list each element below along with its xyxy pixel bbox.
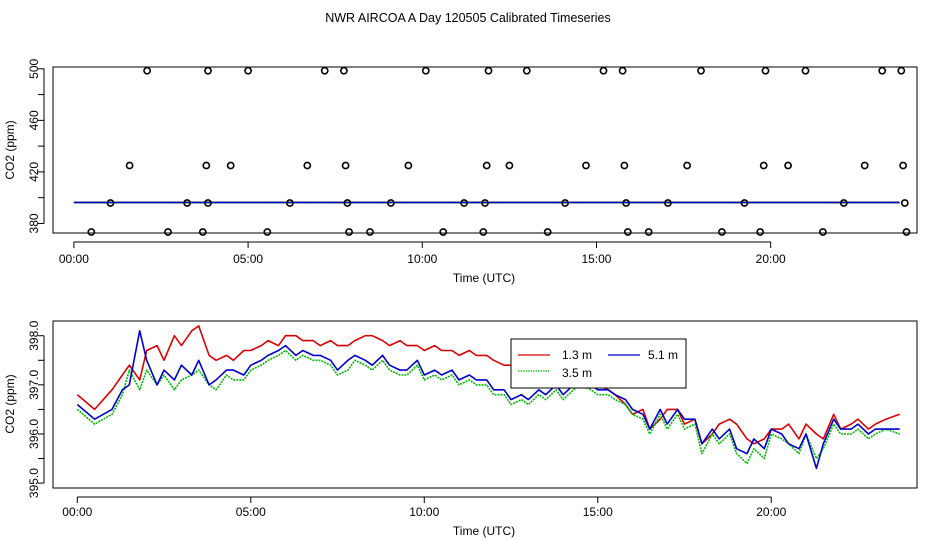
- data-point: [345, 228, 353, 236]
- x-tick-label: 00:00: [62, 505, 92, 519]
- y-axis: 380 420 460 500: [27, 58, 45, 233]
- legend: 1.3 m 5.1 m 3.5 m: [510, 338, 687, 389]
- data-point: [878, 66, 887, 75]
- data-point: [263, 228, 272, 236]
- x-tick-label: 10:00: [407, 252, 437, 266]
- data-point: [759, 161, 768, 170]
- data-point: [479, 228, 488, 236]
- data-point: [343, 199, 352, 207]
- x-axis: 00:00 05:00 10:00 15:00 20:00: [62, 496, 787, 519]
- legend-label-1-3m: 1.3 m: [562, 348, 592, 362]
- x-axis-label: Time (UTC): [453, 271, 515, 285]
- data-point: [341, 161, 350, 170]
- data-point: [784, 161, 792, 170]
- figure-title: NWR AIRCOA A Day 120505 Calibrated Times…: [325, 11, 611, 25]
- data-point: [244, 66, 252, 75]
- data-point: [366, 228, 374, 236]
- data-point: [599, 66, 608, 75]
- co2-tower-levels-plot: 00:00 05:00 10:00 15:00 20:00 395.0 396.0 397.…: [3, 320, 918, 538]
- x-tick-label: 15:00: [583, 505, 613, 519]
- data-point: [183, 199, 191, 207]
- series-line-5-1-m: [76, 330, 900, 470]
- data-point: [582, 161, 590, 170]
- legend-label-5-1m: 5.1 m: [648, 348, 678, 362]
- data-point: [339, 66, 348, 75]
- plot-frame: [52, 66, 918, 234]
- y-axis-label: CO2 (ppm): [3, 374, 17, 433]
- series-line-3-5-m: [76, 349, 900, 465]
- data-point: [481, 199, 489, 207]
- y-tick-label: 397.0: [27, 370, 41, 400]
- data-point: [87, 228, 96, 236]
- data-point: [740, 199, 749, 207]
- data-point: [421, 66, 430, 75]
- legend-label-3-5m: 3.5 m: [562, 366, 592, 380]
- data-point: [902, 228, 911, 236]
- data-point: [756, 228, 765, 236]
- y-tick-label: 396.0: [27, 419, 41, 449]
- y-tick-label: 398.0: [27, 320, 41, 350]
- data-point: [202, 161, 211, 170]
- data-point: [561, 199, 569, 207]
- x-axis-label: Time (UTC): [453, 524, 515, 538]
- x-tick-label: 20:00: [756, 252, 786, 266]
- data-point: [320, 66, 329, 75]
- data-point: [644, 228, 653, 236]
- legend-box: [510, 338, 687, 389]
- data-point: [897, 66, 906, 75]
- x-tick-label: 05:00: [233, 252, 263, 266]
- data-point: [623, 228, 632, 236]
- data-point: [683, 161, 691, 170]
- data-point: [819, 228, 827, 236]
- x-tick-label: 15:00: [581, 252, 611, 266]
- data-point: [106, 199, 115, 207]
- y-tick-label: 395.0: [27, 468, 41, 498]
- data-point: [618, 66, 627, 75]
- data-point: [439, 228, 448, 236]
- data-point: [522, 66, 531, 75]
- co2-all-samples-plot: 00:00 05:00 10:00 15:00 20:00 380 420 460 500 T…: [3, 58, 918, 285]
- data-point: [543, 228, 552, 236]
- plot-frame: [52, 320, 918, 489]
- data-point: [899, 161, 907, 170]
- x-tick-label: 20:00: [756, 505, 786, 519]
- data-point: [404, 161, 413, 170]
- y-tick-label: 460: [27, 110, 41, 130]
- data-point: [697, 66, 705, 75]
- data-point: [761, 66, 770, 75]
- y-axis-label: CO2 (ppm): [3, 120, 17, 179]
- x-axis: 00:00 05:00 10:00 15:00 20:00: [59, 241, 786, 266]
- data-point: [620, 161, 629, 170]
- data-point: [125, 161, 134, 170]
- data-point: [386, 199, 395, 207]
- data-point: [482, 161, 491, 170]
- data-point: [718, 228, 726, 236]
- data-point: [801, 66, 810, 75]
- y-tick-label: 420: [27, 162, 41, 182]
- data-point: [285, 199, 294, 207]
- x-tick-label: 10:00: [409, 505, 439, 519]
- data-point: [622, 199, 630, 207]
- data-point: [839, 199, 848, 207]
- data-point: [484, 66, 493, 75]
- data-point: [505, 161, 514, 170]
- data-point: [198, 228, 207, 236]
- data-point: [204, 66, 212, 75]
- data-point: [303, 161, 312, 170]
- data-point: [460, 199, 468, 207]
- y-axis: 395.0 396.0 397.0 398.0: [27, 320, 45, 498]
- y-tick-label: 500: [27, 58, 41, 78]
- data-point: [143, 66, 151, 75]
- data-point: [204, 199, 212, 207]
- series-line-1-3-m: [76, 325, 900, 445]
- data-point: [860, 161, 869, 170]
- y-tick-label: 380: [27, 213, 41, 233]
- x-tick-label: 00:00: [59, 252, 89, 266]
- x-tick-label: 05:00: [236, 505, 266, 519]
- data-point: [164, 228, 172, 236]
- data-point: [664, 199, 672, 207]
- data-point: [226, 161, 235, 170]
- data-point: [900, 199, 909, 207]
